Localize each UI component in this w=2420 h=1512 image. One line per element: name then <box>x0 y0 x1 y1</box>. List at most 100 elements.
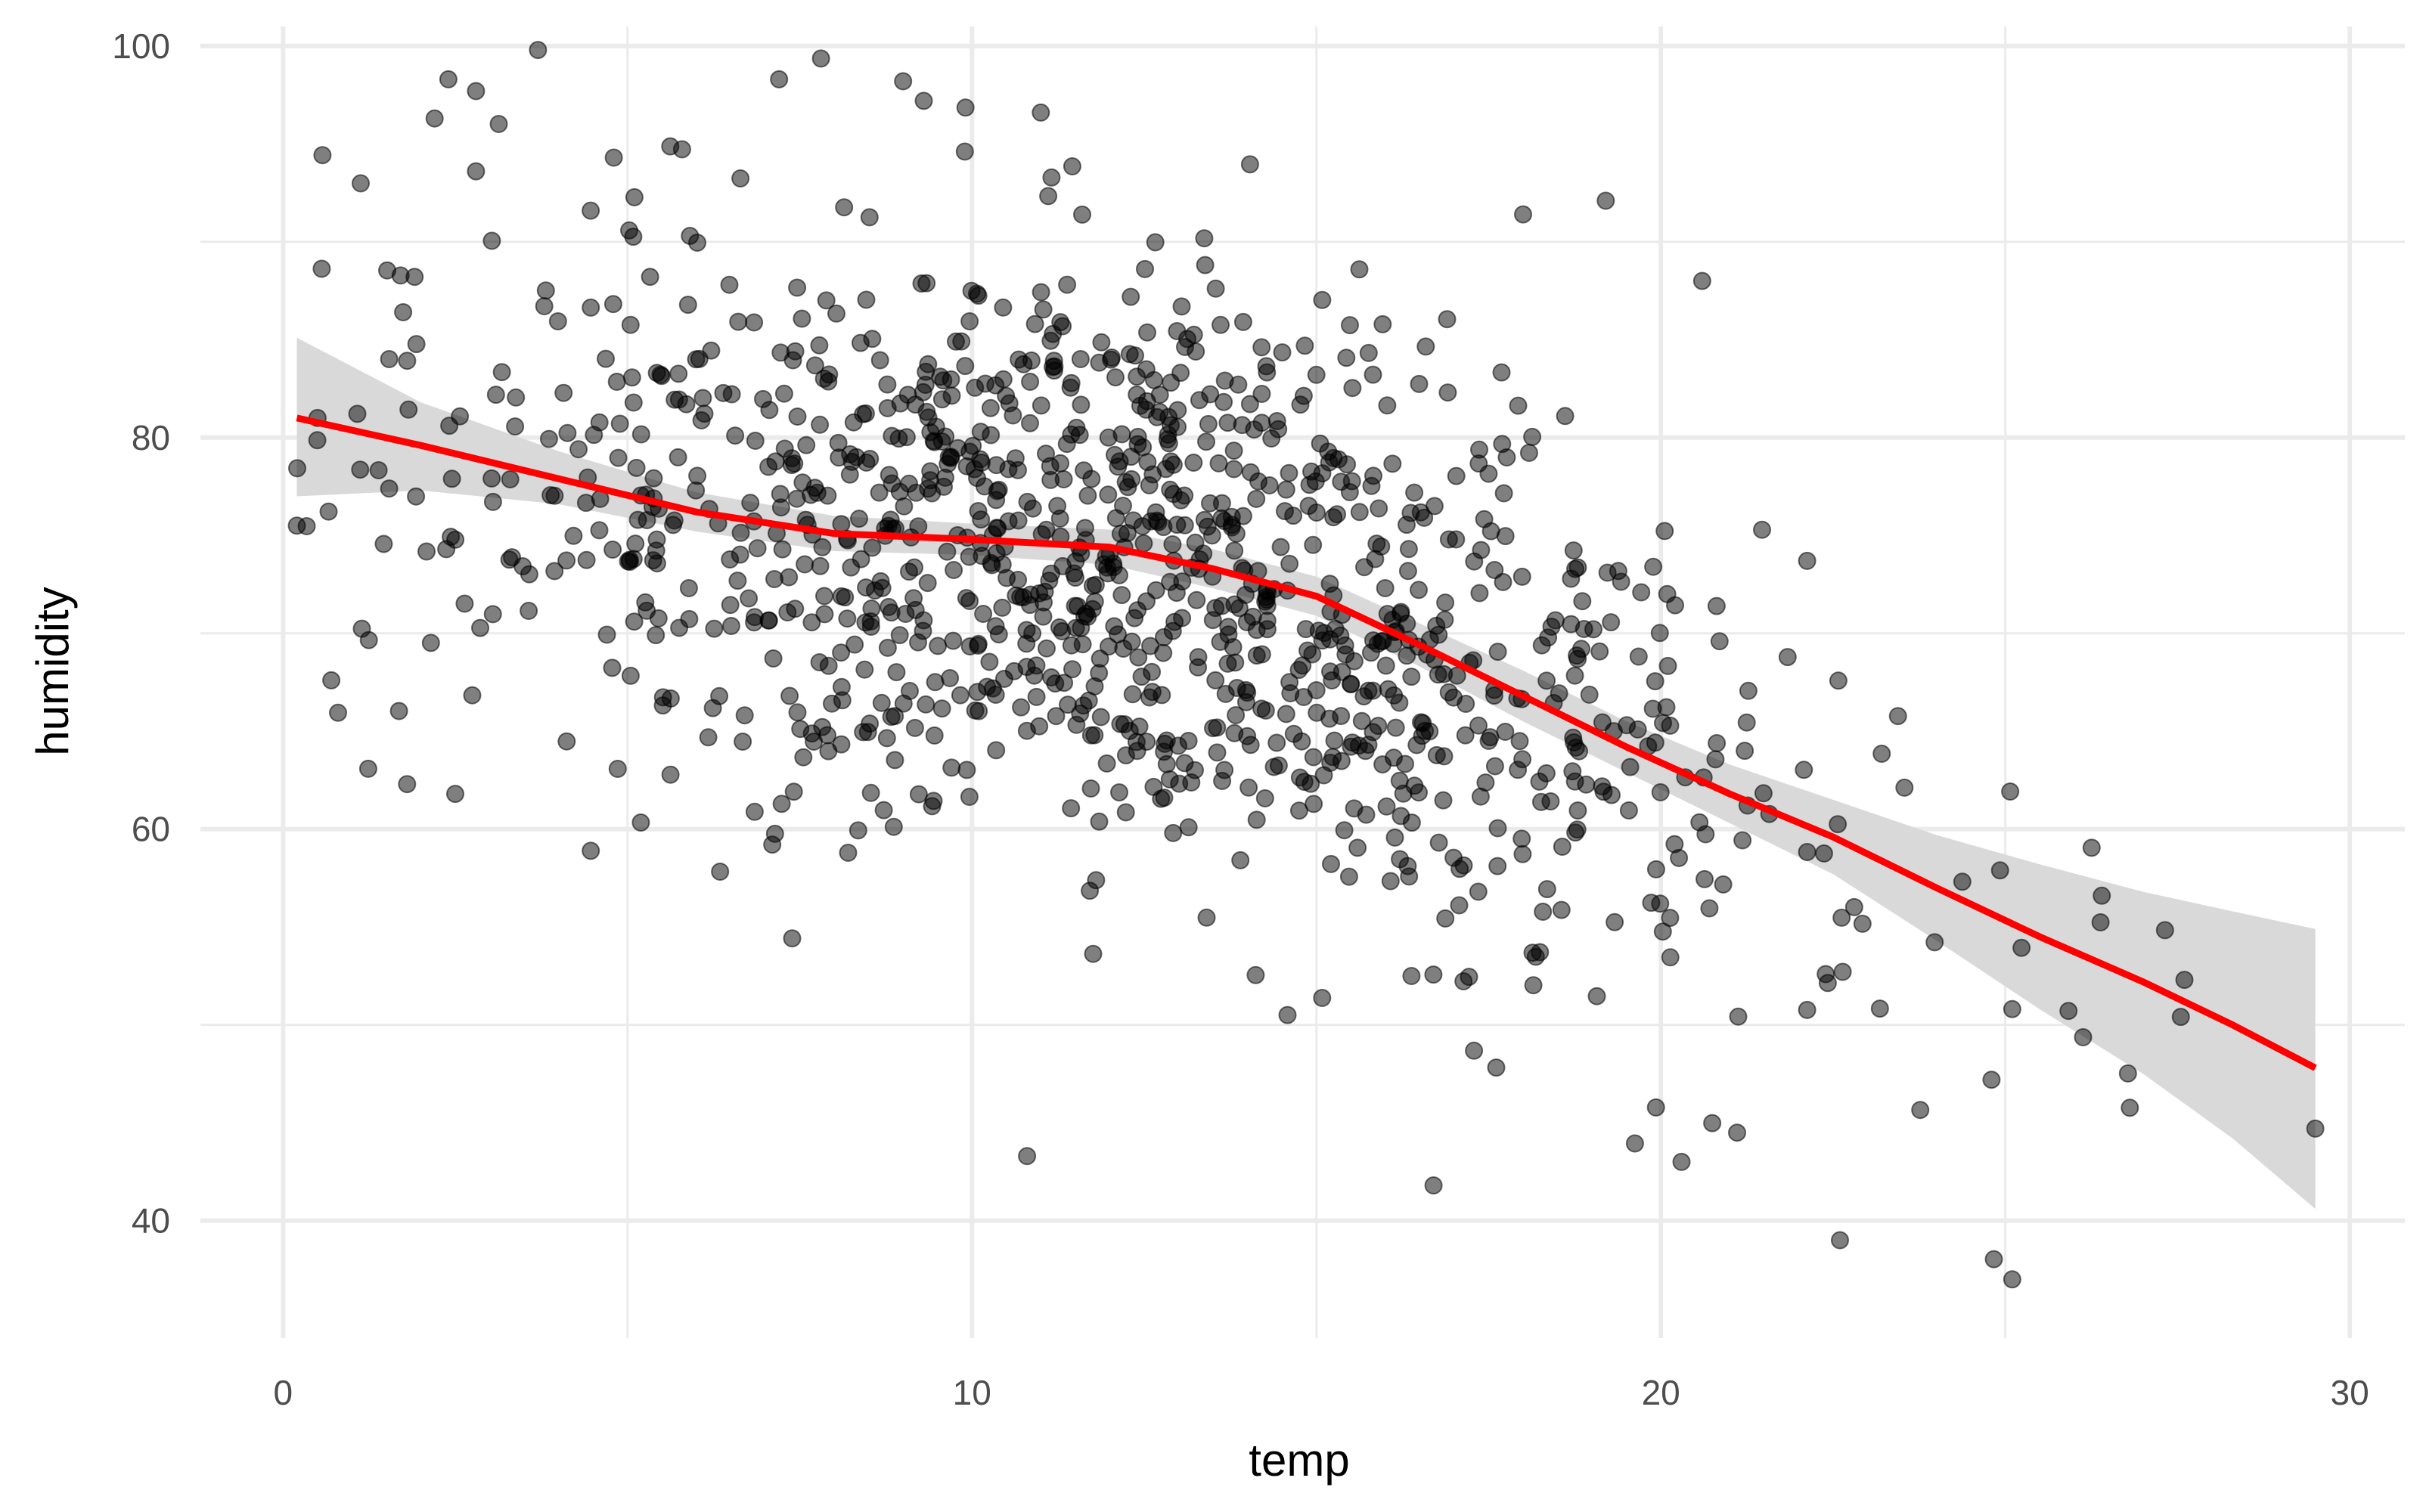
data-point <box>1267 412 1286 430</box>
data-point <box>603 295 622 314</box>
data-point <box>1485 561 1504 579</box>
data-point <box>287 516 306 535</box>
data-point <box>1657 698 1676 717</box>
data-point <box>827 304 845 323</box>
data-point <box>780 686 799 705</box>
data-point <box>1313 290 1332 309</box>
data-point <box>576 494 595 513</box>
data-point <box>1568 801 1587 820</box>
data-point <box>735 706 754 725</box>
data-point <box>1216 684 1235 703</box>
data-point <box>1339 867 1358 886</box>
data-point <box>407 487 426 506</box>
x-axis-tick-labels: 0 10 20 30 <box>274 1373 2369 1412</box>
data-point <box>1063 157 1081 175</box>
data-point <box>907 483 926 502</box>
data-point <box>2093 886 2111 905</box>
data-point <box>649 609 668 627</box>
data-point <box>1136 259 1154 278</box>
data-point <box>638 511 656 529</box>
data-point <box>1175 754 1194 773</box>
data-point <box>1402 813 1421 832</box>
data-point <box>1340 483 1359 501</box>
data-point <box>1252 699 1271 718</box>
data-point <box>1398 562 1417 581</box>
data-point <box>1844 897 1863 916</box>
data-point <box>900 562 918 581</box>
data-point <box>1170 774 1189 793</box>
data-point <box>483 492 502 511</box>
data-point <box>917 362 935 381</box>
data-point <box>932 699 951 718</box>
data-point <box>693 389 712 407</box>
data-point <box>1295 336 1314 355</box>
data-point <box>1488 819 1507 838</box>
data-point <box>1209 454 1228 472</box>
data-point <box>774 384 793 403</box>
data-point <box>1394 784 1413 803</box>
data-point <box>987 456 1006 475</box>
data-point <box>2003 999 2021 1018</box>
data-point <box>603 541 622 559</box>
data-point <box>850 510 868 528</box>
data-point <box>1651 783 1670 801</box>
data-point <box>1658 656 1677 675</box>
data-point <box>938 542 957 561</box>
data-point <box>969 637 988 655</box>
data-point <box>1513 844 1532 863</box>
data-point <box>905 718 924 737</box>
data-point <box>610 414 629 433</box>
data-point <box>1179 818 1198 837</box>
data-point <box>1456 726 1475 745</box>
data-point <box>894 72 913 91</box>
data-point <box>1128 601 1147 620</box>
data-point <box>1281 684 1300 702</box>
data-point <box>815 587 833 606</box>
data-point <box>951 686 970 705</box>
data-point <box>358 759 377 778</box>
data-point <box>1481 728 1500 747</box>
data-point <box>1350 503 1369 522</box>
data-point <box>1348 838 1367 857</box>
data-point <box>1062 636 1081 655</box>
data-point <box>1398 857 1417 875</box>
data-point <box>590 521 609 540</box>
data-point <box>380 479 399 498</box>
data-point <box>1320 709 1339 728</box>
data-point <box>1335 821 1354 840</box>
data-point <box>1099 637 1118 656</box>
data-point <box>1650 624 1669 643</box>
data-point <box>728 572 747 590</box>
data-point <box>1568 820 1587 839</box>
data-point <box>1410 374 1429 393</box>
data-point <box>369 461 388 479</box>
data-point <box>1710 632 1729 651</box>
data-point <box>797 435 816 454</box>
data-point <box>956 357 975 376</box>
data-point <box>1427 745 1446 764</box>
data-point <box>690 349 709 368</box>
data-point <box>1438 383 1457 402</box>
data-point <box>1195 229 1214 248</box>
data-point <box>1447 466 1466 485</box>
data-point <box>784 782 803 801</box>
data-point <box>1141 637 1159 655</box>
data-point <box>1146 503 1165 522</box>
data-point <box>625 187 644 206</box>
data-point <box>924 432 943 451</box>
data-point <box>863 330 882 349</box>
data-point <box>1027 687 1046 706</box>
major-gridlines <box>200 26 2405 1338</box>
data-point <box>1307 503 1326 522</box>
data-point <box>1488 857 1507 875</box>
data-point <box>625 612 644 631</box>
data-point <box>760 401 779 420</box>
data-point <box>986 686 1005 704</box>
data-point <box>1733 831 1752 850</box>
data-point <box>1247 489 1266 508</box>
data-point <box>1037 520 1056 539</box>
data-point <box>1173 572 1192 591</box>
data-point <box>1041 331 1060 350</box>
data-point <box>492 363 511 382</box>
